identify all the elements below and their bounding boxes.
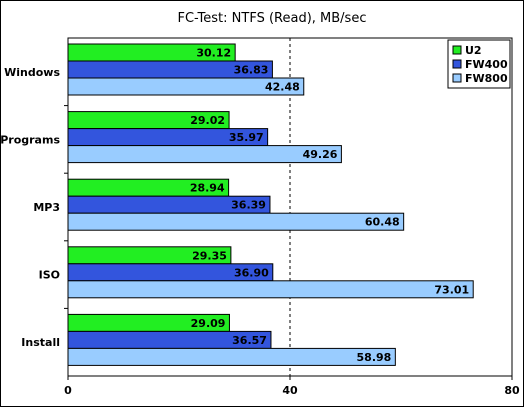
data-label: 29.02 [190, 114, 225, 127]
data-label: 35.97 [229, 131, 264, 144]
legend-swatch-fw800 [452, 73, 462, 83]
x-tick-label: 0 [64, 384, 72, 397]
category-labels: Windows Programs MP3 ISO Install [0, 66, 68, 349]
bar-fw800-mp3 [67, 212, 405, 231]
data-label: 28.94 [190, 182, 225, 195]
data-label: 29.09 [191, 317, 226, 330]
bar-fw800-windows [67, 77, 305, 96]
bar-fw800-iso [67, 280, 474, 299]
bar-fw800-install [67, 347, 396, 366]
data-label: 36.83 [234, 64, 269, 77]
data-label: 49.26 [303, 148, 338, 161]
legend-swatch-u2 [452, 45, 462, 55]
category-label: Programs [0, 133, 60, 146]
x-tick-label: 80 [504, 384, 520, 397]
x-axis: 0 40 80 [64, 376, 520, 397]
data-label: 60.48 [365, 216, 400, 229]
data-label: 58.98 [357, 351, 392, 364]
data-label: 42.48 [265, 81, 300, 94]
bar-fw800-programs [67, 145, 342, 164]
category-label: Windows [4, 66, 60, 79]
category-label: ISO [39, 269, 60, 282]
data-label: 36.90 [234, 266, 269, 279]
legend-label-u2: U2 [465, 44, 482, 57]
data-label: 30.12 [196, 47, 231, 60]
data-label: 36.39 [231, 199, 266, 212]
legend-label-fw400: FW400 [465, 58, 508, 71]
legend-swatch-fw400 [452, 59, 462, 69]
chart-title: FC-Test: NTFS (Read), MB/sec [178, 11, 367, 26]
data-label: 73.01 [434, 283, 469, 296]
data-label: 36.57 [232, 334, 267, 347]
legend-label-fw800: FW800 [465, 72, 508, 85]
category-label: MP3 [33, 201, 60, 214]
data-label: 29.35 [192, 249, 227, 262]
category-label: Install [21, 336, 60, 349]
x-tick-label: 40 [282, 384, 298, 397]
